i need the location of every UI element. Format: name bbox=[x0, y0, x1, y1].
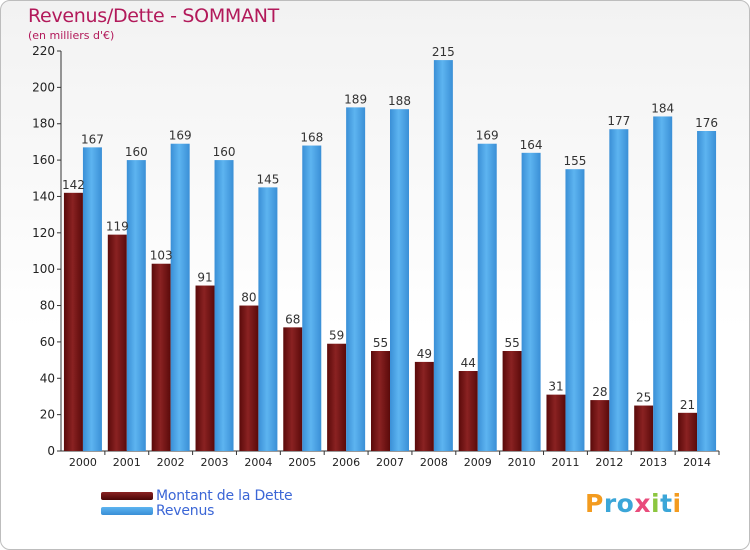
bar-debt-2010 bbox=[502, 351, 522, 451]
label-revenue-2004: 145 bbox=[256, 172, 279, 186]
y-tick-label: 20 bbox=[40, 408, 55, 422]
bar-debt-2008 bbox=[414, 361, 434, 451]
bar-debt-2014 bbox=[678, 412, 698, 451]
label-debt-2001: 119 bbox=[106, 220, 129, 234]
bar-revenue-2008 bbox=[433, 60, 453, 451]
bar-debt-2002 bbox=[151, 263, 171, 451]
bar-debt-2003 bbox=[195, 285, 215, 451]
label-revenue-2003: 160 bbox=[213, 145, 236, 159]
y-tick-label: 140 bbox=[32, 189, 55, 203]
x-tick-label-2009: 2009 bbox=[464, 456, 492, 469]
y-tick-label: 200 bbox=[32, 80, 55, 94]
label-revenue-2012: 177 bbox=[607, 114, 630, 128]
x-tick-label-2002: 2002 bbox=[157, 456, 185, 469]
y-tick-label: 220 bbox=[32, 44, 55, 58]
y-tick-label: 180 bbox=[32, 117, 55, 131]
x-tick-label-2001: 2001 bbox=[113, 456, 141, 469]
bar-revenue-2002 bbox=[170, 143, 190, 451]
bar-revenue-2013 bbox=[653, 116, 673, 452]
label-debt-2003: 91 bbox=[197, 271, 212, 285]
label-revenue-2014: 176 bbox=[695, 116, 718, 130]
bar-revenue-2011 bbox=[565, 169, 585, 451]
legend-label-debt: Montant de la Dette bbox=[156, 487, 293, 504]
legend-item-debt: Montant de la Dette bbox=[101, 487, 293, 504]
bar-revenue-2012 bbox=[609, 129, 629, 451]
chart-title: Revenus/Dette - SOMMANT bbox=[28, 5, 279, 27]
bar-revenue-2010 bbox=[521, 152, 541, 451]
label-debt-2007: 55 bbox=[373, 336, 388, 350]
legend-swatch-debt bbox=[101, 491, 153, 500]
x-tick-label-2008: 2008 bbox=[420, 456, 448, 469]
bar-debt-2006 bbox=[327, 343, 347, 451]
label-debt-2006: 59 bbox=[329, 329, 344, 343]
bar-debt-2009 bbox=[458, 371, 478, 451]
label-debt-2014: 21 bbox=[680, 398, 695, 412]
bar-debt-2004 bbox=[239, 305, 259, 451]
y-tick-label: 100 bbox=[32, 262, 55, 276]
x-tick-label-2012: 2012 bbox=[595, 456, 623, 469]
label-debt-2004: 80 bbox=[241, 291, 256, 305]
bar-revenue-2004 bbox=[258, 187, 278, 451]
bar-debt-2013 bbox=[634, 405, 654, 451]
label-debt-2005: 68 bbox=[285, 312, 300, 326]
label-revenue-2001: 160 bbox=[125, 145, 148, 159]
bar-debt-2012 bbox=[590, 400, 610, 451]
y-tick-label: 40 bbox=[40, 371, 55, 385]
bar-debt-2005 bbox=[283, 327, 303, 451]
bar-debt-2000 bbox=[63, 192, 83, 451]
x-tick-label-2011: 2011 bbox=[551, 456, 579, 469]
label-debt-2008: 49 bbox=[417, 347, 432, 361]
x-tick-label-2007: 2007 bbox=[376, 456, 404, 469]
x-tick-label-2004: 2004 bbox=[244, 456, 272, 469]
bar-revenue-2005 bbox=[302, 145, 322, 451]
bar-revenue-2003 bbox=[214, 160, 234, 451]
label-revenue-2006: 189 bbox=[344, 92, 367, 106]
bar-debt-2001 bbox=[107, 234, 127, 451]
x-tick-label-2005: 2005 bbox=[288, 456, 316, 469]
y-tick-label: 80 bbox=[40, 299, 55, 313]
x-tick-label-2003: 2003 bbox=[201, 456, 229, 469]
label-revenue-2002: 169 bbox=[169, 129, 192, 143]
label-debt-2000: 142 bbox=[62, 178, 85, 192]
legend-swatch-revenue bbox=[101, 506, 153, 515]
bar-revenue-2001 bbox=[126, 160, 146, 451]
label-debt-2009: 44 bbox=[461, 356, 476, 370]
bar-revenue-2007 bbox=[390, 109, 409, 451]
label-revenue-2007: 188 bbox=[388, 94, 411, 108]
bar-revenue-2006 bbox=[346, 107, 366, 451]
y-tick-label: 0 bbox=[47, 444, 55, 458]
label-revenue-2011: 155 bbox=[564, 154, 587, 168]
bar-debt-2007 bbox=[371, 351, 390, 451]
label-revenue-2005: 168 bbox=[300, 131, 323, 145]
x-tick-label-2000: 2000 bbox=[69, 456, 97, 469]
legend-label-revenue: Revenus bbox=[156, 502, 215, 519]
label-debt-2010: 55 bbox=[504, 336, 519, 350]
label-debt-2013: 25 bbox=[636, 391, 651, 405]
proxiti-logo: Proxiti bbox=[585, 489, 682, 518]
bar-debt-2011 bbox=[546, 394, 566, 451]
y-tick-label: 120 bbox=[32, 226, 55, 240]
label-debt-2002: 103 bbox=[150, 249, 173, 263]
x-tick-label-2014: 2014 bbox=[683, 456, 711, 469]
bar-revenue-2014 bbox=[697, 131, 717, 451]
x-tick-label-2013: 2013 bbox=[639, 456, 667, 469]
bar-revenue-2000 bbox=[82, 147, 102, 451]
label-debt-2011: 31 bbox=[548, 380, 563, 394]
label-debt-2012: 28 bbox=[592, 385, 607, 399]
label-revenue-2000: 167 bbox=[81, 132, 104, 146]
label-revenue-2010: 164 bbox=[520, 138, 543, 152]
chart-subtitle: (en milliers d'€) bbox=[28, 29, 115, 42]
x-tick-label-2010: 2010 bbox=[508, 456, 536, 469]
label-revenue-2013: 184 bbox=[651, 101, 674, 115]
legend-item-revenue: Revenus bbox=[101, 502, 292, 519]
y-tick-label: 60 bbox=[40, 335, 55, 349]
label-revenue-2009: 169 bbox=[476, 129, 499, 143]
bar-revenue-2009 bbox=[477, 143, 497, 451]
label-revenue-2008: 215 bbox=[432, 45, 455, 59]
x-tick-label-2006: 2006 bbox=[332, 456, 360, 469]
legend: Montant de la Dette Revenus bbox=[101, 487, 293, 519]
y-tick-label: 160 bbox=[32, 153, 55, 167]
